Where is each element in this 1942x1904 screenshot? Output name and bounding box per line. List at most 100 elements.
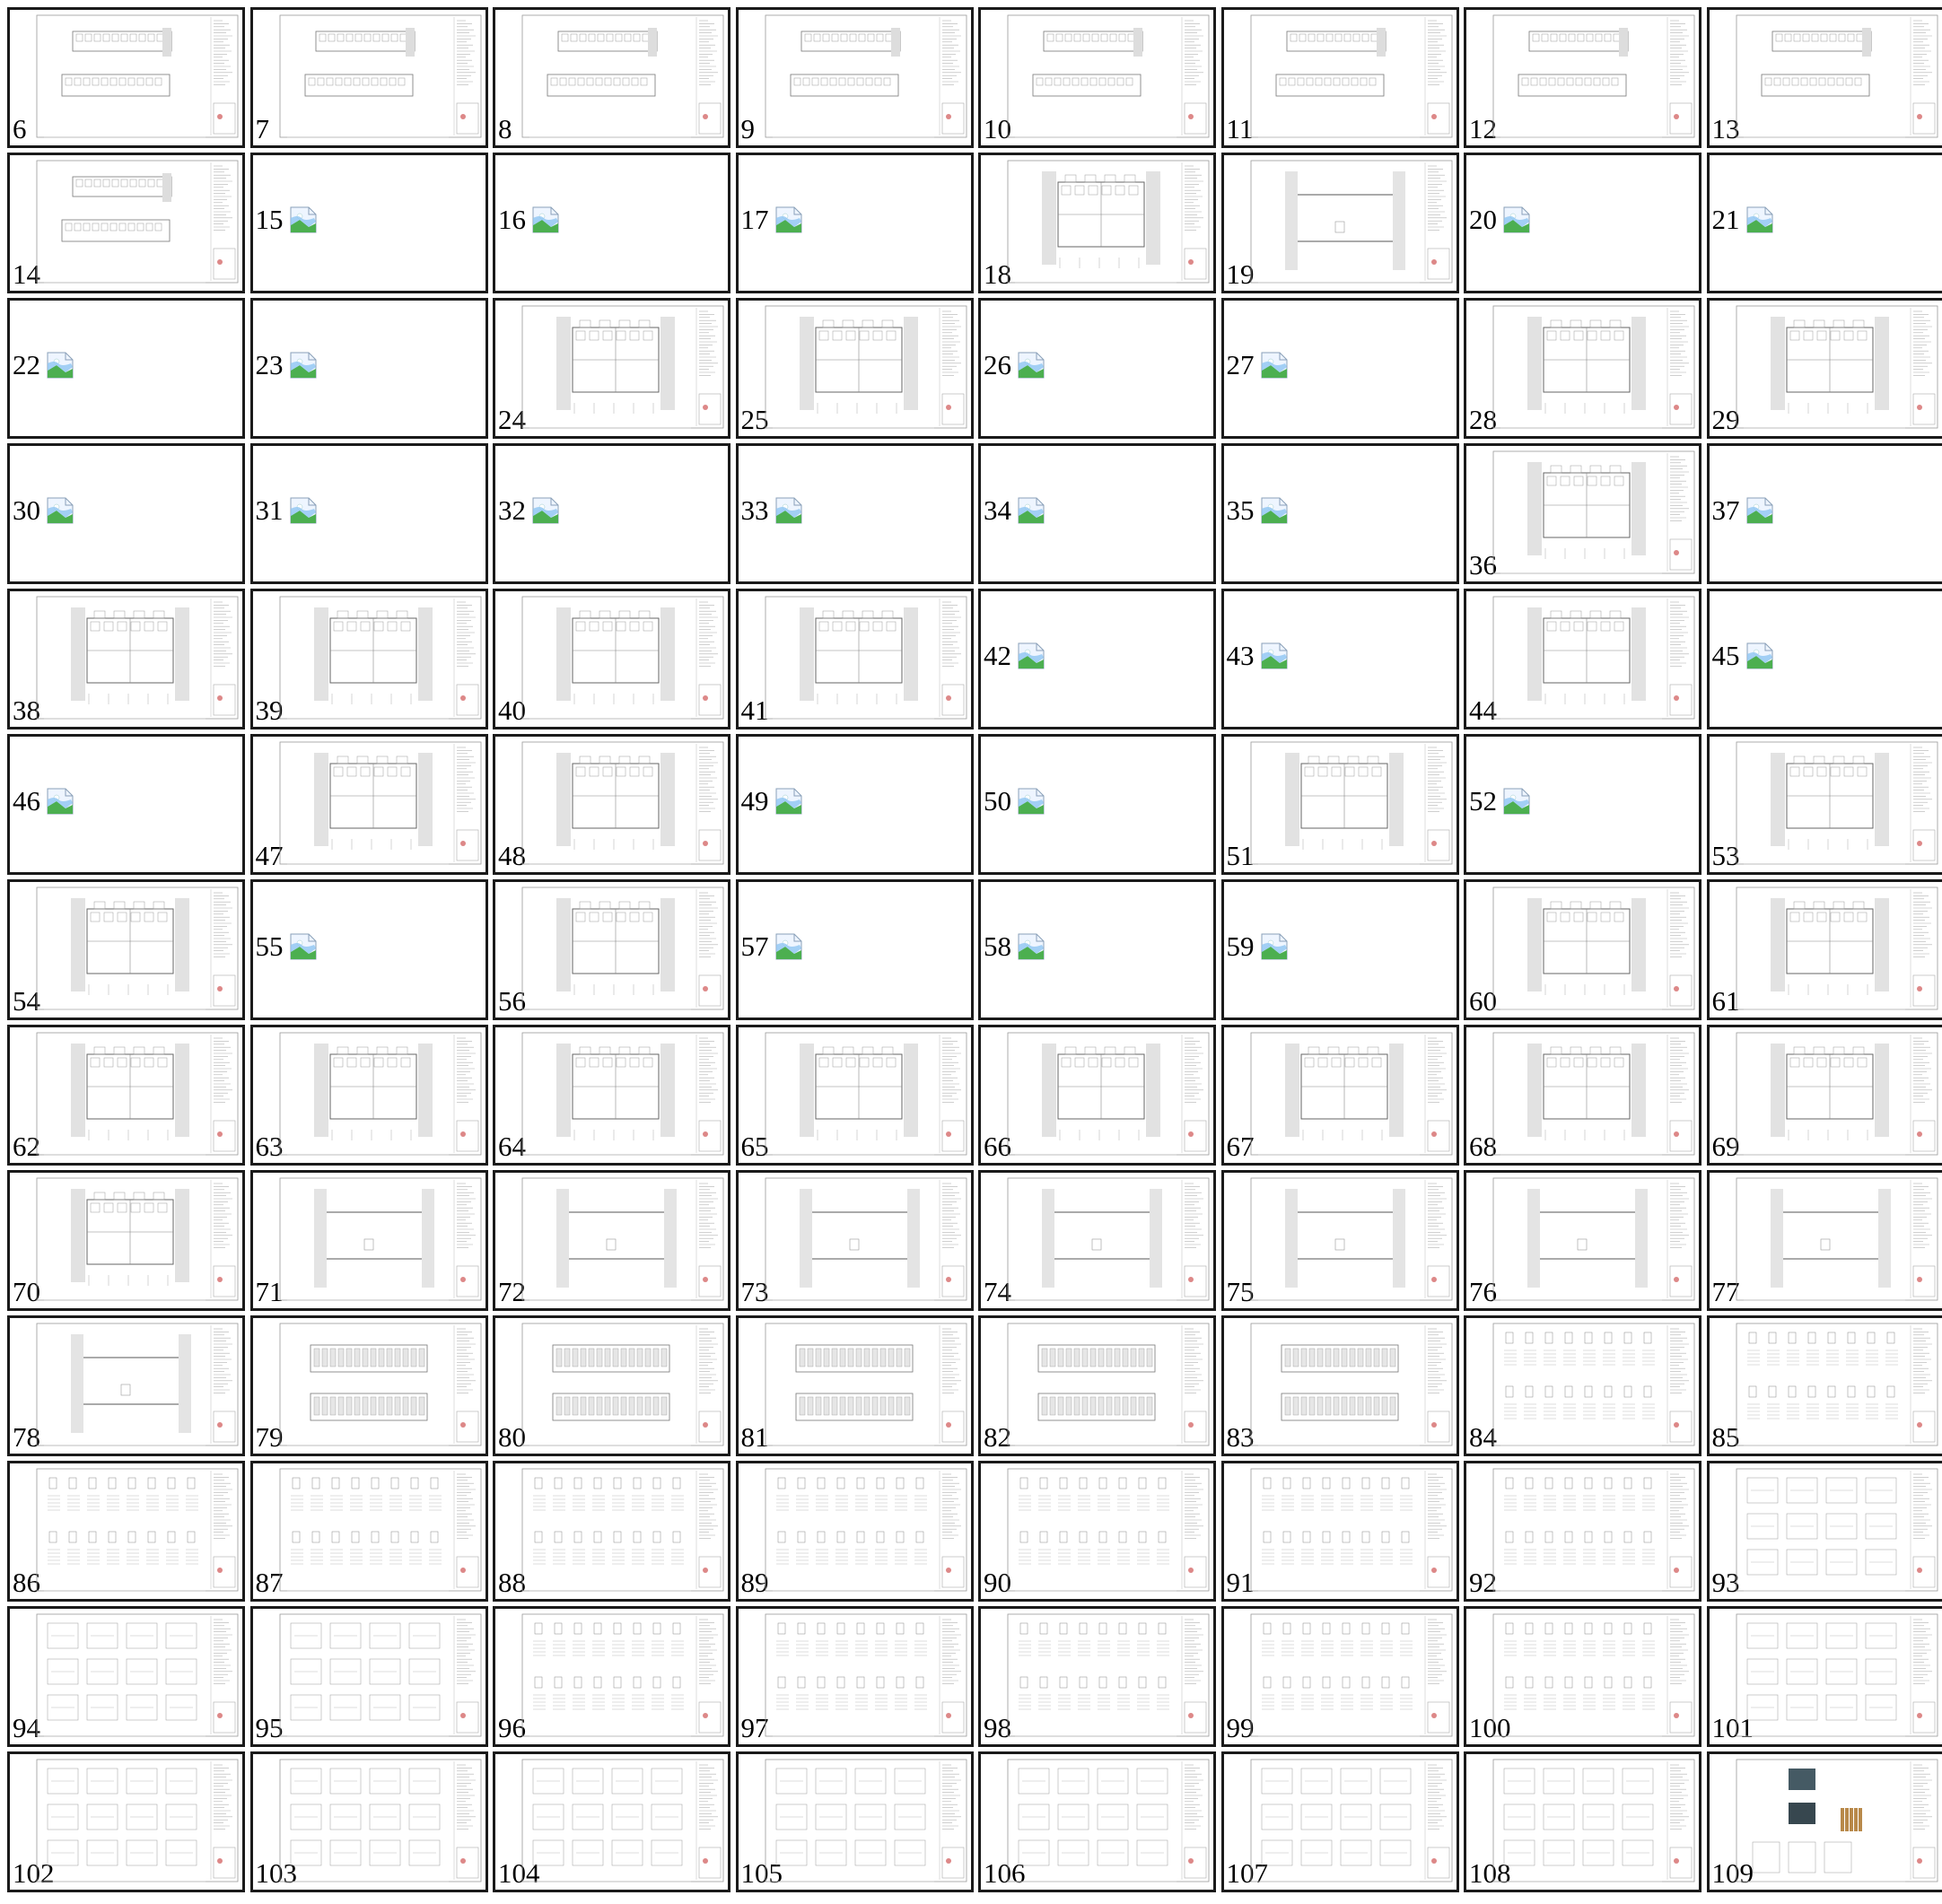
page-tile[interactable]: 9 bbox=[735, 7, 974, 148]
page-tile[interactable]: 13 bbox=[1706, 7, 1942, 148]
page-tile[interactable]: 65 bbox=[735, 1025, 974, 1166]
page-tile[interactable]: 17 bbox=[735, 153, 974, 293]
page-tile[interactable]: 87 bbox=[249, 1461, 488, 1602]
page-tile[interactable]: 20 bbox=[1464, 153, 1701, 293]
page-tile[interactable]: 39 bbox=[249, 589, 488, 729]
page-tile[interactable]: 60 bbox=[1464, 879, 1701, 1020]
page-tile[interactable]: 41 bbox=[735, 589, 974, 729]
page-tile[interactable]: 62 bbox=[7, 1025, 245, 1166]
page-tile[interactable]: 51 bbox=[1220, 734, 1459, 875]
page-tile[interactable]: 86 bbox=[7, 1461, 245, 1602]
page-tile[interactable]: 56 bbox=[493, 879, 730, 1020]
page-tile[interactable]: 45 bbox=[1706, 589, 1942, 729]
page-tile[interactable]: 32 bbox=[493, 443, 730, 584]
page-tile[interactable]: 76 bbox=[1464, 1170, 1701, 1311]
page-tile[interactable]: 10 bbox=[978, 7, 1216, 148]
page-tile[interactable]: 106 bbox=[978, 1751, 1216, 1892]
page-tile[interactable]: 22 bbox=[7, 298, 245, 439]
page-tile[interactable]: 66 bbox=[978, 1025, 1216, 1166]
page-tile[interactable]: 58 bbox=[978, 879, 1216, 1020]
page-tile[interactable]: 27 bbox=[1220, 298, 1459, 439]
page-tile[interactable]: 12 bbox=[1464, 7, 1701, 148]
page-tile[interactable]: 15 bbox=[249, 153, 488, 293]
page-tile[interactable]: 90 bbox=[978, 1461, 1216, 1602]
page-tile[interactable]: 59 bbox=[1220, 879, 1459, 1020]
page-tile[interactable]: 31 bbox=[249, 443, 488, 584]
page-tile[interactable]: 25 bbox=[735, 298, 974, 439]
page-tile[interactable]: 50 bbox=[978, 734, 1216, 875]
page-tile[interactable]: 104 bbox=[493, 1751, 730, 1892]
page-tile[interactable]: 16 bbox=[493, 153, 730, 293]
page-tile[interactable]: 75 bbox=[1220, 1170, 1459, 1311]
page-tile[interactable]: 72 bbox=[493, 1170, 730, 1311]
page-tile[interactable]: 99 bbox=[1220, 1606, 1459, 1747]
page-tile[interactable]: 81 bbox=[735, 1315, 974, 1456]
page-tile[interactable]: 93 bbox=[1706, 1461, 1942, 1602]
page-tile[interactable]: 78 bbox=[7, 1315, 245, 1456]
page-tile[interactable]: 80 bbox=[493, 1315, 730, 1456]
page-tile[interactable]: 71 bbox=[249, 1170, 488, 1311]
page-tile[interactable]: 79 bbox=[249, 1315, 488, 1456]
page-tile[interactable]: 37 bbox=[1706, 443, 1942, 584]
page-tile[interactable]: 28 bbox=[1464, 298, 1701, 439]
page-tile[interactable]: 108 bbox=[1464, 1751, 1701, 1892]
page-tile[interactable]: 18 bbox=[978, 153, 1216, 293]
page-tile[interactable]: 69 bbox=[1706, 1025, 1942, 1166]
page-tile[interactable]: 33 bbox=[735, 443, 974, 584]
page-tile[interactable]: 40 bbox=[493, 589, 730, 729]
page-tile[interactable]: 54 bbox=[7, 879, 245, 1020]
page-tile[interactable]: 85 bbox=[1706, 1315, 1942, 1456]
page-tile[interactable]: 73 bbox=[735, 1170, 974, 1311]
page-tile[interactable]: 88 bbox=[493, 1461, 730, 1602]
page-tile[interactable]: 19 bbox=[1220, 153, 1459, 293]
page-tile[interactable]: 53 bbox=[1706, 734, 1942, 875]
page-tile[interactable]: 11 bbox=[1220, 7, 1459, 148]
page-tile[interactable]: 61 bbox=[1706, 879, 1942, 1020]
page-tile[interactable]: 42 bbox=[978, 589, 1216, 729]
page-tile[interactable]: 21 bbox=[1706, 153, 1942, 293]
page-tile[interactable]: 7 bbox=[249, 7, 488, 148]
page-tile[interactable]: 34 bbox=[978, 443, 1216, 584]
page-tile[interactable]: 83 bbox=[1220, 1315, 1459, 1456]
page-tile[interactable]: 29 bbox=[1706, 298, 1942, 439]
page-tile[interactable]: 26 bbox=[978, 298, 1216, 439]
page-tile[interactable]: 77 bbox=[1706, 1170, 1942, 1311]
page-tile[interactable]: 84 bbox=[1464, 1315, 1701, 1456]
page-tile[interactable]: 95 bbox=[249, 1606, 488, 1747]
page-tile[interactable]: 6 bbox=[7, 7, 245, 148]
page-tile[interactable]: 107 bbox=[1220, 1751, 1459, 1892]
page-tile[interactable]: 96 bbox=[493, 1606, 730, 1747]
page-tile[interactable]: 44 bbox=[1464, 589, 1701, 729]
page-tile[interactable]: 48 bbox=[493, 734, 730, 875]
page-tile[interactable]: 109 bbox=[1706, 1751, 1942, 1892]
page-tile[interactable]: 43 bbox=[1220, 589, 1459, 729]
page-tile[interactable]: 57 bbox=[735, 879, 974, 1020]
page-tile[interactable]: 100 bbox=[1464, 1606, 1701, 1747]
page-tile[interactable]: 30 bbox=[7, 443, 245, 584]
page-tile[interactable]: 67 bbox=[1220, 1025, 1459, 1166]
page-tile[interactable]: 105 bbox=[735, 1751, 974, 1892]
page-tile[interactable]: 103 bbox=[249, 1751, 488, 1892]
page-tile[interactable]: 38 bbox=[7, 589, 245, 729]
page-tile[interactable]: 46 bbox=[7, 734, 245, 875]
page-tile[interactable]: 92 bbox=[1464, 1461, 1701, 1602]
page-tile[interactable]: 102 bbox=[7, 1751, 245, 1892]
page-tile[interactable]: 101 bbox=[1706, 1606, 1942, 1747]
page-tile[interactable]: 89 bbox=[735, 1461, 974, 1602]
page-tile[interactable]: 8 bbox=[493, 7, 730, 148]
page-tile[interactable]: 98 bbox=[978, 1606, 1216, 1747]
page-tile[interactable]: 82 bbox=[978, 1315, 1216, 1456]
page-tile[interactable]: 91 bbox=[1220, 1461, 1459, 1602]
page-tile[interactable]: 14 bbox=[7, 153, 245, 293]
page-tile[interactable]: 49 bbox=[735, 734, 974, 875]
page-tile[interactable]: 63 bbox=[249, 1025, 488, 1166]
page-tile[interactable]: 36 bbox=[1464, 443, 1701, 584]
page-tile[interactable]: 68 bbox=[1464, 1025, 1701, 1166]
page-tile[interactable]: 97 bbox=[735, 1606, 974, 1747]
page-tile[interactable]: 55 bbox=[249, 879, 488, 1020]
page-tile[interactable]: 23 bbox=[249, 298, 488, 439]
page-tile[interactable]: 94 bbox=[7, 1606, 245, 1747]
page-tile[interactable]: 64 bbox=[493, 1025, 730, 1166]
page-tile[interactable]: 70 bbox=[7, 1170, 245, 1311]
page-tile[interactable]: 52 bbox=[1464, 734, 1701, 875]
